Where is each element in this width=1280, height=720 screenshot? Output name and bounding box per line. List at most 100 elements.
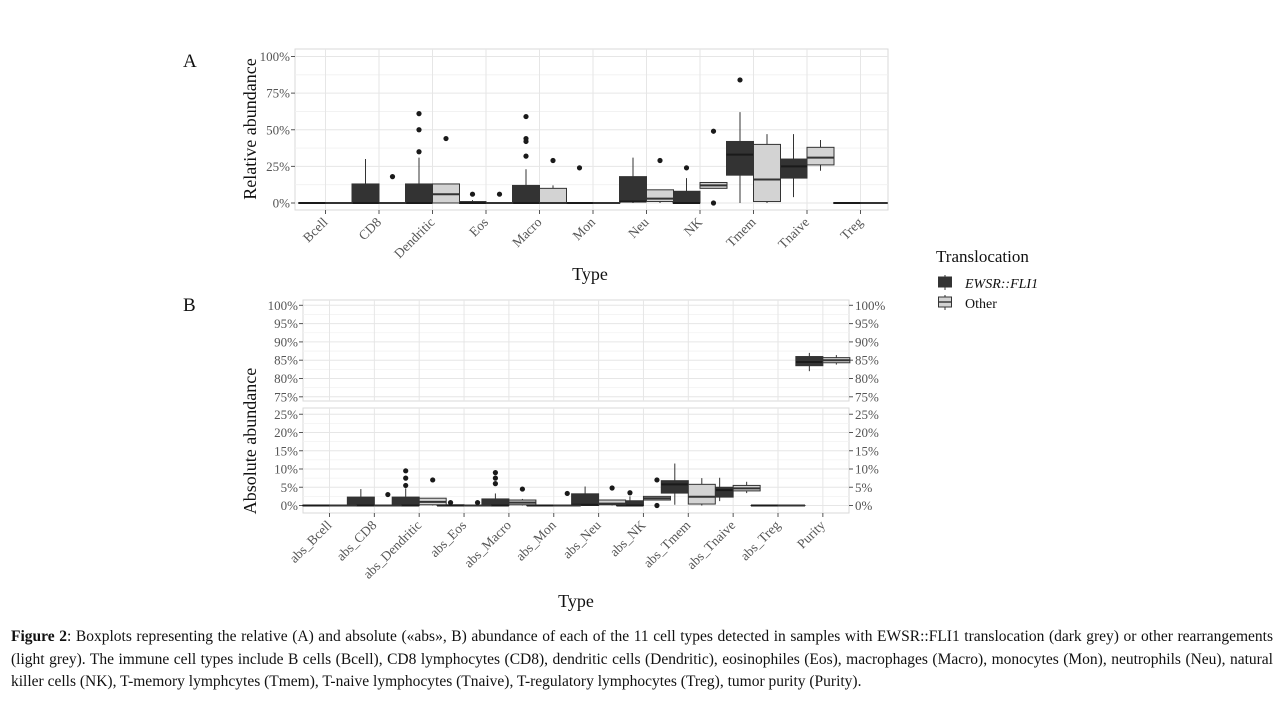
panel-b-facet-1-box-other-abs-nk-outlier-1 bbox=[654, 477, 660, 483]
figure-canvas: 0% 25% 50% 75% 100% Bcell CD8 Dendritic Eos Macro… bbox=[183, 48, 1038, 611]
panel-b-xtick-label-abs-macro: abs_Macro bbox=[461, 517, 514, 570]
panel-a-box-ewsr-fli1-macro-outlier-0 bbox=[523, 153, 529, 159]
panel-b-ytick-label-left: 80% bbox=[274, 371, 298, 386]
panel-b-ytick-label-right: 20% bbox=[855, 425, 879, 440]
panel-a-box-other-dendritic-outlier-0 bbox=[443, 135, 449, 142]
panel-b-facet-1-box-other-abs-neu-outlier-0 bbox=[609, 485, 615, 491]
panel-b-facet-1-box-ewsr-fli1-abs-nk-outlier-0 bbox=[627, 490, 633, 496]
panel-a-box-other-tnaive bbox=[806, 140, 835, 171]
panel-b-ytick-label-right: 95% bbox=[855, 316, 879, 331]
panel-b-ytick-label-right: 90% bbox=[855, 334, 879, 349]
panel-b-ytick-label-right: 75% bbox=[855, 389, 879, 404]
panel-b-facet-1-box-other-abs-mon-outlier-0 bbox=[564, 490, 570, 497]
panel-b-facet-1-box-other-abs-eos-outlier-0 bbox=[474, 499, 481, 506]
figure-caption: Figure 2: Boxplots representing the rela… bbox=[11, 626, 1273, 694]
panel-a-x-axis-title: Type bbox=[572, 264, 608, 284]
panel-a-ytick-label: 0% bbox=[273, 196, 291, 211]
panel-b-ytick-label-left: 25% bbox=[274, 407, 298, 422]
panel-a-xtick-label-eos: Eos bbox=[466, 215, 491, 240]
panel-a-box-ewsr-fli1-tnaive-iqr bbox=[779, 158, 808, 179]
panel-a-box-other-tnaive-iqr bbox=[806, 146, 835, 166]
panel-a-xtick-label-nk: NK bbox=[681, 214, 706, 239]
panel-a-box-ewsr-fli1-macro-outlier-2 bbox=[523, 135, 529, 142]
panel-a-box-other-dendritic bbox=[432, 135, 460, 204]
panel-b-ytick-label-right: 80% bbox=[855, 371, 879, 386]
panel-b-ytick-label-left: 20% bbox=[274, 425, 298, 440]
panel-b-ytick-label-right: 85% bbox=[855, 353, 879, 368]
panel-b-ytick-label-left: 100% bbox=[268, 298, 299, 313]
panel-b-facet-1-box-other-abs-neu-iqr bbox=[598, 499, 627, 506]
caption-text: : Boxplots representing the relative (A)… bbox=[11, 628, 1273, 690]
panel-b-ytick-label-right: 5% bbox=[855, 480, 873, 495]
panel-a-xtick-label-bcell: Bcell bbox=[300, 214, 331, 245]
legend-label-other: Other bbox=[965, 297, 997, 312]
panel-a-y-axis-title: Relative abundance bbox=[240, 58, 260, 199]
panel-a-box-ewsr-fli1-macro-outlier-3 bbox=[523, 113, 529, 120]
panel-a-box-ewsr-fli1-neu bbox=[619, 157, 647, 203]
panel-b-facet-1-box-ewsr-fli1-abs-cd8-iqr bbox=[346, 496, 375, 507]
panel-a-ytick-label: 50% bbox=[266, 122, 290, 137]
panel-a-box-other-eos-outlier-0 bbox=[496, 191, 503, 197]
panel-b-ytick-label-right: 15% bbox=[855, 443, 879, 458]
panel-b-facet-1-box-ewsr-fli1-abs-dendritic-iqr bbox=[391, 496, 420, 507]
panel-b-facet-1-box-ewsr-fli1-abs-nk bbox=[615, 490, 644, 507]
panel-a-box-ewsr-fli1-tmem-iqr bbox=[726, 140, 754, 176]
panel-b-facet-1-box-ewsr-fli1-abs-dendritic-outlier-1 bbox=[403, 475, 409, 481]
panel-a-box-ewsr-fli1-cd8 bbox=[351, 159, 380, 204]
panel-b-ytick-label-right: 25% bbox=[855, 407, 879, 422]
panel-b-xtick-label-abs-cd8: abs_CD8 bbox=[333, 517, 379, 563]
panel-a-box-other-neu bbox=[646, 157, 674, 203]
panel-a-box-other-cd8 bbox=[378, 174, 407, 204]
panel-a-label: A bbox=[183, 51, 197, 72]
panel-b-facet-1-box-other-abs-dendritic-outlier-0 bbox=[430, 477, 436, 483]
panel-b-xtick-label-abs-eos: abs_Eos bbox=[427, 518, 469, 560]
legend: Translocation EWSR::FLI1 Other bbox=[936, 247, 1038, 312]
panel-b-facet-1-box-ewsr-fli1-abs-macro-outlier-2 bbox=[492, 470, 498, 476]
legend-key-ewsr-fli1 bbox=[938, 275, 952, 290]
panel-a-xtick-label-mon: Mon bbox=[569, 214, 598, 243]
panel-b-facet-1-box-other-abs-cd8 bbox=[373, 491, 402, 507]
panel-a-box-ewsr-fli1-mon-outlier-0 bbox=[576, 165, 583, 171]
panel-b-facet-1-box-other-abs-eos bbox=[463, 499, 492, 507]
panel-b-facet-1-box-ewsr-fli1-abs-macro-outlier-1 bbox=[492, 475, 498, 481]
panel-b-facet-0-box-other-purity bbox=[822, 355, 851, 365]
panel-b-ytick-label-left: 75% bbox=[274, 389, 298, 404]
panel-b-ytick-label-left: 15% bbox=[274, 443, 298, 458]
panel-a-box-ewsr-fli1-tnaive bbox=[779, 134, 808, 198]
panel-a-box-other-tmem bbox=[753, 134, 781, 203]
panel-b-facet-1-box-other-abs-macro-outlier-0 bbox=[519, 486, 526, 492]
panel-b-facet-0-plot-area bbox=[302, 299, 850, 402]
panel-a-box-other-cd8-outlier-0 bbox=[389, 174, 396, 180]
panel-b-ytick-label-left: 10% bbox=[274, 462, 298, 477]
panel-a-box-ewsr-fli1-eos-outlier-0 bbox=[469, 191, 476, 197]
panel-a-box-ewsr-fli1-dendritic-outlier-0 bbox=[416, 149, 422, 155]
panel-b-facet-1-box-other-abs-mon bbox=[553, 490, 582, 507]
panel-b-facet-1-box-other-abs-tnaive bbox=[732, 481, 761, 494]
panel-b-facet-1-box-other-abs-tmem bbox=[687, 478, 716, 506]
panel-a-xtick-label-macro: Macro bbox=[509, 214, 545, 250]
panel-b-xtick-label-abs-mon: abs_Mon bbox=[513, 517, 559, 563]
panel-a-box-other-macro bbox=[539, 157, 567, 204]
panel-a-box-ewsr-fli1-macro bbox=[512, 113, 540, 204]
panel-b-facet-1-box-other-abs-nk-outlier-0 bbox=[654, 502, 660, 509]
panel-a-box-ewsr-fli1-neu-iqr bbox=[619, 176, 647, 203]
panel-b-facet-1-box-ewsr-fli1-abs-dendritic-outlier-2 bbox=[403, 468, 409, 474]
panel-a-box-ewsr-fli1-cd8-iqr bbox=[351, 183, 380, 204]
panel-b-xtick-label-abs-bcell: abs_Bcell bbox=[286, 517, 334, 565]
panel-b-facet-0-box-ewsr-fli1-purity bbox=[795, 352, 824, 372]
panel-a-box-ewsr-fli1-nk-outlier-0 bbox=[683, 165, 690, 171]
panel-a-xtick-label-tnaive: Tnaive bbox=[775, 215, 812, 252]
panel-a-chart: 0% 25% 50% 75% 100% Bcell CD8 Dendritic Eos Macro… bbox=[240, 48, 889, 284]
panel-b-facet-1-box-ewsr-fli1-abs-macro-outlier-0 bbox=[492, 481, 498, 487]
panel-a-box-ewsr-fli1-macro-iqr bbox=[512, 184, 540, 204]
panel-b-chart: 75% 75% 80% 80% 85% 85% 90% 90% 95% 95% 100% 100% 0%… bbox=[240, 298, 886, 611]
panel-b-ytick-label-right: 0% bbox=[855, 498, 873, 513]
panel-a-xtick-label-neu: Neu bbox=[625, 214, 652, 241]
panel-b-xtick-label-purity: Purity bbox=[794, 517, 828, 551]
panel-a-box-other-tmem-iqr bbox=[753, 143, 781, 203]
panel-a-xtick-label-tmem: Tmem bbox=[723, 214, 759, 250]
panel-a-xtick-label-cd8: CD8 bbox=[355, 214, 384, 243]
panel-a-box-ewsr-fli1-dendritic-outlier-2 bbox=[416, 111, 422, 117]
panel-a-box-other-nk bbox=[699, 128, 728, 206]
panel-a-box-ewsr-fli1-dendritic-outlier-1 bbox=[416, 127, 422, 133]
